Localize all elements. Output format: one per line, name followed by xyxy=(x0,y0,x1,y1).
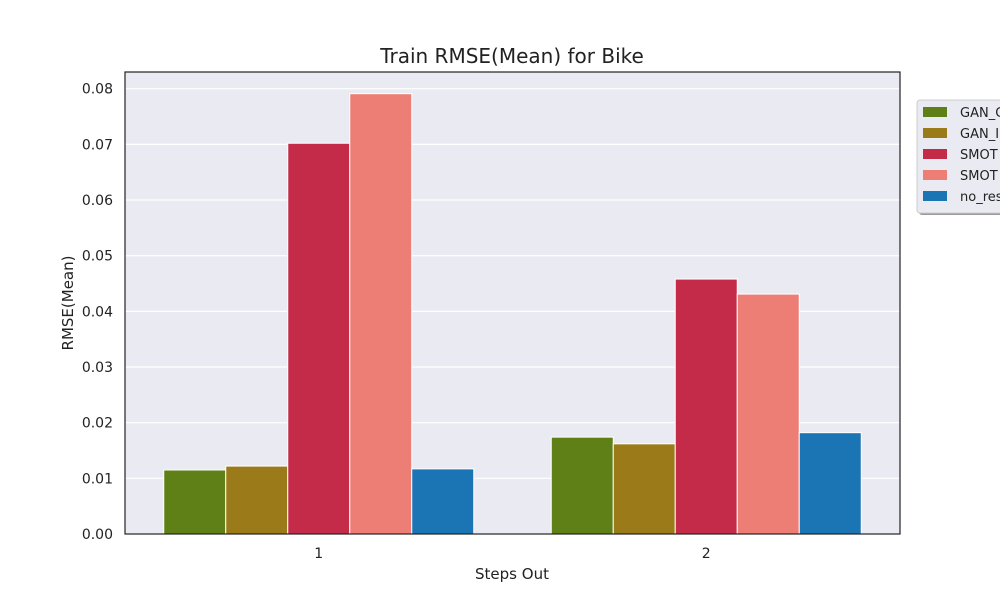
bar-gan-c-cat-2 xyxy=(550,436,614,535)
bars xyxy=(163,93,862,535)
bar-gan-c-cat-1 xyxy=(163,469,227,535)
y-tick-labels: 0.00 0.01 0.02 0.03 0.04 0.05 0.06 0.07 0.08 xyxy=(82,82,113,543)
x-tick-label: 2 xyxy=(702,546,711,562)
x-axis-label: Steps Out xyxy=(475,565,549,583)
legend-label: SMOT xyxy=(960,169,998,184)
legend-swatch xyxy=(923,107,947,117)
legend-swatch xyxy=(923,191,947,201)
legend-swatch xyxy=(923,128,947,138)
legend-swatch xyxy=(923,170,947,180)
legend-label: SMOT xyxy=(960,148,998,163)
bar-no-res-cat-2 xyxy=(798,432,862,535)
bar-smot-cat-2 xyxy=(736,293,800,535)
y-tick-label: 0.07 xyxy=(82,137,113,153)
chart-title: Train RMSE(Mean) for Bike xyxy=(379,44,644,68)
plot-frame xyxy=(124,71,901,535)
y-tick-label: 0.01 xyxy=(82,471,113,487)
y-tick-label: 0.02 xyxy=(82,416,113,432)
legend: GAN_C GAN_I SMOT SMOT no_res xyxy=(916,99,1000,215)
legend-label: GAN_C xyxy=(960,106,1000,121)
bar-gan-i-cat-2 xyxy=(612,443,676,535)
bar-smot-cat-1 xyxy=(349,93,413,535)
x-tick-label: 1 xyxy=(314,546,323,562)
y-tick-label: 0.00 xyxy=(82,527,113,543)
bar-gan-i-cat-1 xyxy=(225,465,289,535)
legend-label: GAN_I xyxy=(960,127,999,142)
y-axis-label: RMSE(Mean) xyxy=(59,256,77,351)
bar-smot-cat-1 xyxy=(287,142,351,535)
y-tick-label: 0.03 xyxy=(82,360,113,376)
y-tick-label: 0.06 xyxy=(82,193,113,209)
bar-no-res-cat-1 xyxy=(411,468,475,535)
y-tick-label: 0.05 xyxy=(82,249,113,265)
y-tick-label: 0.08 xyxy=(82,82,113,98)
legend-label: no_res xyxy=(960,190,1000,205)
legend-swatch xyxy=(923,149,947,159)
y-tick-label: 0.04 xyxy=(82,304,113,320)
bar-smot-cat-2 xyxy=(674,278,738,535)
